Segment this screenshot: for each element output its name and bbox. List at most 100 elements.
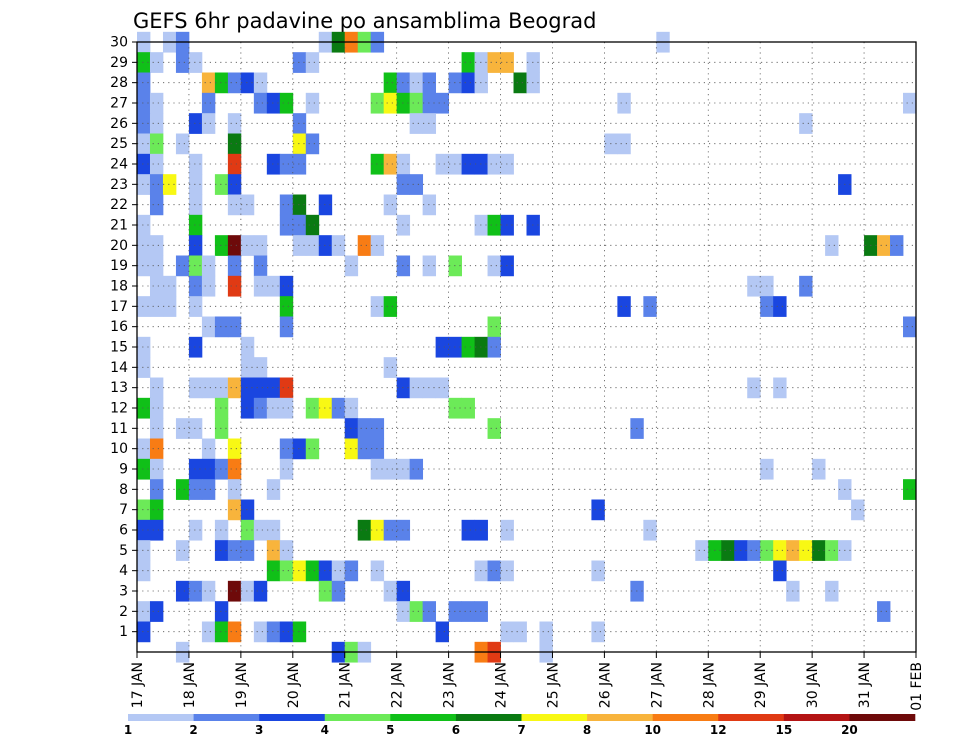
heatmap-cell — [137, 499, 151, 521]
heatmap-cell — [344, 397, 359, 419]
heatmap-cell — [461, 336, 475, 358]
heatmap-cell — [344, 255, 359, 277]
heatmap-cell — [253, 580, 268, 602]
heatmap-cell — [214, 235, 229, 256]
heatmap-cell — [461, 52, 475, 73]
heatmap-cell — [253, 275, 268, 297]
heatmap-cell — [383, 357, 398, 378]
x-tick-label: 23 JAN — [442, 662, 458, 708]
heatmap-cell — [513, 621, 527, 643]
heatmap-cell — [149, 377, 164, 399]
heatmap-cell — [773, 540, 787, 561]
heatmap-cell — [643, 519, 657, 541]
heatmap-cell — [188, 418, 203, 439]
heatmap-cell — [773, 296, 787, 317]
heatmap-cell — [149, 174, 164, 195]
heatmap-cell — [227, 458, 242, 480]
heatmap-cell — [292, 52, 307, 73]
heatmap-cell — [188, 214, 203, 236]
y-tick-label: 1 — [119, 624, 128, 640]
heatmap-cell — [227, 113, 242, 134]
heatmap-cell — [227, 255, 242, 277]
heatmap-cell — [137, 296, 151, 317]
legend-swatch — [390, 714, 457, 721]
heatmap-cell — [877, 235, 891, 256]
heatmap-cell — [903, 92, 917, 114]
heatmap-cell — [903, 479, 917, 500]
x-tick-label: 27 JAN — [649, 662, 665, 708]
heatmap-cell — [137, 153, 151, 175]
x-tick-label: 24 JAN — [494, 662, 510, 708]
y-tick-label: 10 — [110, 441, 128, 457]
heatmap-cell — [461, 153, 475, 175]
heatmap-cell — [240, 194, 255, 216]
heatmap-cell — [201, 72, 216, 94]
heatmap-cell — [266, 397, 281, 419]
legend-label: 10 — [644, 723, 661, 737]
heatmap-cell — [137, 113, 151, 134]
heatmap-cell — [175, 418, 190, 439]
heatmap-cell — [292, 235, 307, 256]
y-tick-label: 11 — [110, 421, 128, 437]
heatmap-cell — [409, 72, 424, 94]
heatmap-cell — [227, 133, 242, 155]
heatmap-cell — [253, 357, 268, 378]
heatmap-cell — [201, 275, 216, 297]
heatmap-cell — [877, 601, 891, 622]
heatmap-cell — [253, 235, 268, 256]
heatmap-cell — [435, 92, 449, 114]
heatmap-cell — [279, 92, 294, 114]
heatmap-cell — [253, 397, 268, 419]
heatmap-cell — [188, 519, 203, 541]
heatmap-cell — [591, 621, 605, 643]
y-tick-label: 18 — [110, 279, 128, 295]
heatmap-cell — [240, 357, 255, 378]
heatmap-cell — [137, 72, 151, 94]
heatmap-cell — [188, 377, 203, 399]
heatmap-cell — [137, 397, 151, 419]
heatmap-cell — [149, 133, 164, 155]
y-axis: 1234567891011121314151617181920212223242… — [110, 35, 137, 640]
chart-title: GEFS 6hr padavine po ansamblima Beograd — [133, 9, 596, 33]
x-tick-label: 01 FEB — [909, 662, 925, 711]
heatmap-cell — [747, 275, 761, 297]
heatmap-cell — [201, 316, 216, 338]
heatmap-cell — [149, 458, 164, 480]
heatmap-cell — [266, 479, 281, 500]
heatmap-cell — [344, 438, 359, 460]
legend-label: 12 — [710, 723, 727, 737]
heatmap-cell — [591, 560, 605, 582]
heatmap-cell — [851, 499, 865, 521]
legend-swatch — [521, 714, 588, 721]
heatmap-cell — [279, 214, 294, 236]
heatmap-cell — [149, 438, 164, 460]
heatmap-cell — [149, 275, 164, 297]
heatmap-cell — [149, 52, 164, 73]
heatmap-cell — [188, 296, 203, 317]
heatmap-cell — [266, 377, 281, 399]
heatmap-cell — [201, 255, 216, 277]
heatmap-cell — [227, 377, 242, 399]
heatmap-cell — [292, 153, 307, 175]
heatmap-cell — [409, 92, 424, 114]
heatmap-cell — [383, 194, 398, 216]
y-tick-label: 23 — [110, 177, 128, 193]
heatmap-cell — [253, 255, 268, 277]
heatmap-cell — [175, 479, 190, 500]
y-tick-label: 2 — [119, 604, 128, 620]
heatmap-cell — [253, 92, 268, 114]
heatmap-cell — [175, 540, 190, 561]
heatmap-cell — [214, 316, 229, 338]
heatmap-cell — [137, 357, 151, 378]
heatmap-cell — [253, 621, 268, 643]
legend-label: 20 — [841, 723, 858, 737]
legend-swatch — [587, 714, 653, 721]
heatmap-cell — [137, 601, 151, 622]
legend-label: 5 — [386, 723, 394, 737]
heatmap-cell — [162, 275, 177, 297]
legend-label: 4 — [321, 723, 329, 737]
heatmap-cell — [201, 438, 216, 460]
heatmap-cell — [903, 316, 917, 338]
heatmap-cell — [331, 560, 346, 582]
